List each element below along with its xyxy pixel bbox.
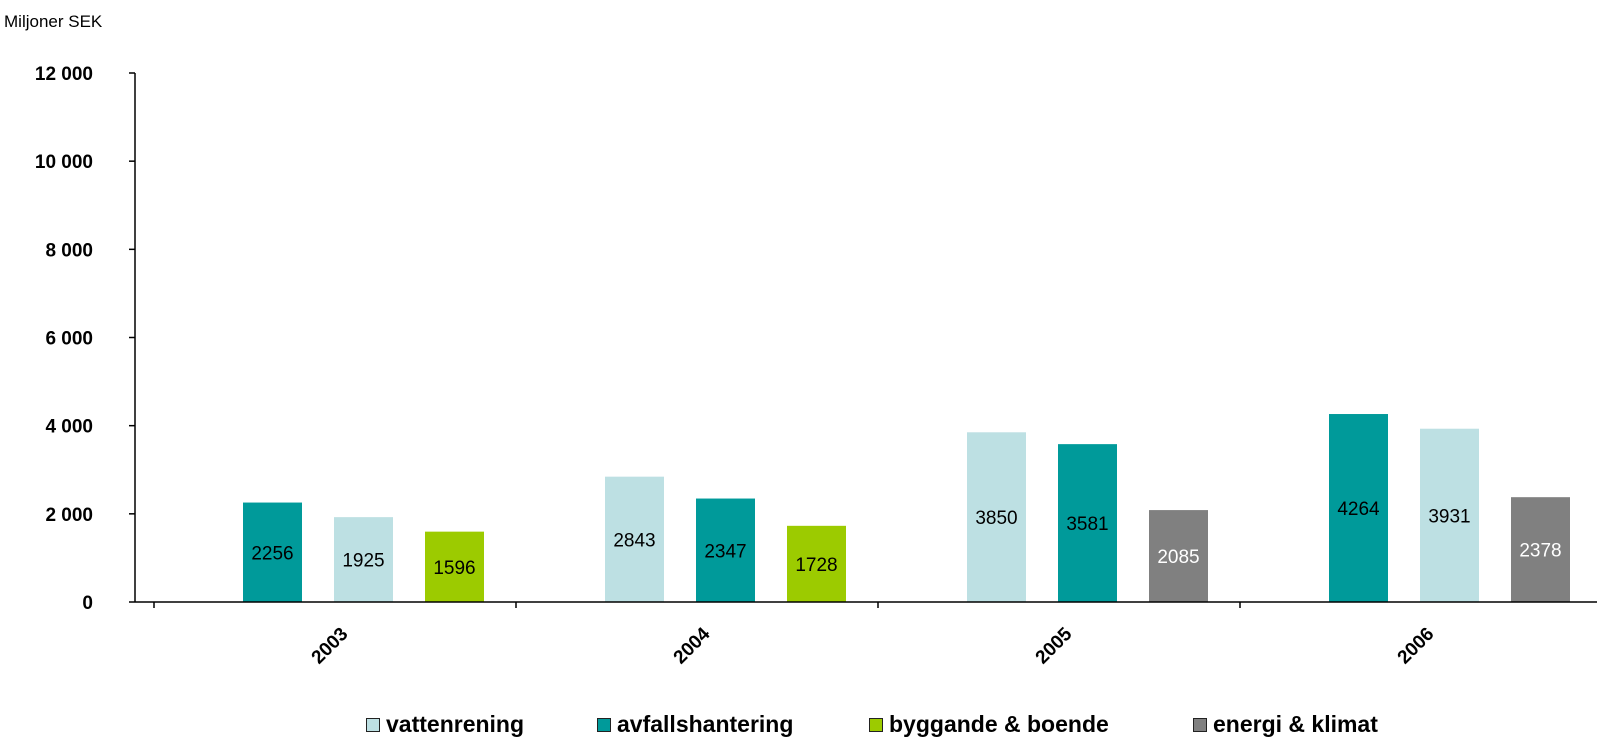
bar-2005-energi-klimat	[1149, 510, 1208, 602]
x-tick-label-2006: 2006	[1394, 624, 1439, 669]
legend-swatch-energi	[1193, 717, 1207, 732]
legend-item-energi: energi & klimat	[1193, 711, 1378, 738]
data-label-2006-energi-klimat: 2378	[1519, 541, 1561, 562]
bar-2004-avfallshantering	[696, 498, 755, 602]
bar-2003-avfallshantering	[243, 502, 302, 602]
data-label-2003-vattenrening: 1925	[342, 551, 384, 572]
legend-label-energi: energi & klimat	[1213, 711, 1378, 737]
legend-swatch-avfallshantering	[597, 717, 611, 732]
bar-2004-byggande-boende	[787, 525, 846, 602]
bar-2006-avfallshantering	[1329, 414, 1388, 602]
data-label-2003-byggande-boende: 1596	[433, 558, 475, 579]
bar-2004-vattenrening	[605, 476, 664, 602]
legend-item-byggande: byggande & boende	[869, 711, 1109, 738]
legend-item-avfallshantering: avfallshantering	[597, 711, 793, 738]
y-axis-unit-label: Miljoner SEK	[4, 12, 103, 31]
data-label-2004-avfallshantering: 2347	[704, 541, 746, 562]
y-tick-label: 0	[82, 593, 93, 614]
data-label-2004-byggande-boende: 1728	[795, 555, 837, 576]
bar-2006-vattenrening	[1420, 428, 1479, 602]
legend-label-avfallshantering: avfallshantering	[617, 711, 794, 737]
y-tick-label: 2 000	[45, 505, 93, 526]
chart-legend: vattenrening avfallshantering byggande &…	[0, 711, 1597, 741]
data-label-2005-avfallshantering: 3581	[1066, 514, 1108, 535]
data-label-2006-vattenrening: 3931	[1428, 506, 1470, 527]
y-tick-label: 4 000	[45, 417, 93, 438]
legend-swatch-byggande	[869, 717, 883, 732]
data-label-2003-avfallshantering: 2256	[251, 543, 293, 564]
y-tick-label: 6 000	[45, 329, 93, 350]
legend-label-vattenrening: vattenrening	[386, 711, 525, 737]
data-label-2006-avfallshantering: 4264	[1337, 499, 1380, 520]
data-label-2005-vattenrening: 3850	[975, 508, 1017, 529]
y-tick-label: 10 000	[35, 152, 93, 173]
y-tick-label: 8 000	[45, 240, 93, 261]
legend-swatch-vattenrening	[366, 717, 380, 732]
x-tick-label-2003: 2003	[308, 624, 353, 669]
legend-label-byggande: byggande & boende	[889, 711, 1109, 737]
bar-2003-vattenrening	[334, 517, 393, 602]
bar-2005-avfallshantering	[1058, 444, 1117, 602]
legend-item-vattenrening: vattenrening	[366, 711, 524, 738]
bar-2003-byggande-boende	[425, 531, 484, 602]
y-tick-label: 12 000	[35, 64, 93, 85]
bar-2006-energi-klimat	[1511, 497, 1570, 602]
x-tick-label-2004: 2004	[670, 623, 715, 668]
bar-2005-vattenrening	[967, 432, 1026, 602]
data-label-2005-energi-klimat: 2085	[1157, 547, 1199, 568]
x-tick-label-2005: 2005	[1032, 623, 1077, 668]
data-label-2004-vattenrening: 2843	[613, 530, 655, 551]
